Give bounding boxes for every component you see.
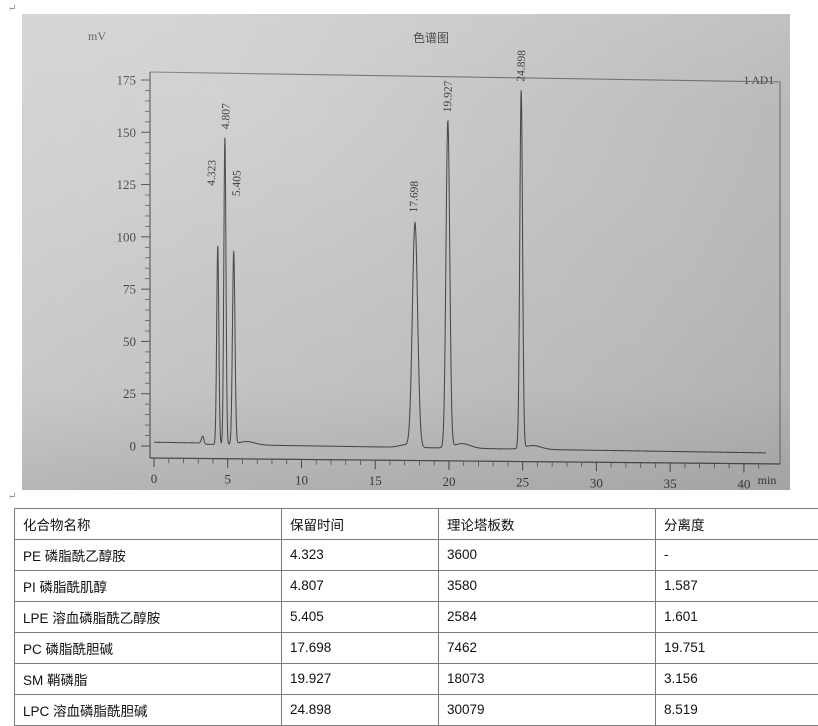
table-header-row: 化合物名称 保留时间 理论塔板数 分离度: [15, 509, 818, 540]
peak-label-5.405: 5.405: [231, 170, 244, 197]
cell-retention-time: 17.698: [282, 633, 439, 664]
y-tick-25: 25: [123, 386, 136, 401]
peak-label-4.323: 4.323: [206, 159, 219, 186]
cell-resolution: 1.587: [656, 571, 818, 602]
paragraph-mark-top: ↵: [8, 4, 16, 14]
cell-theoretical-plates: 2584: [439, 602, 656, 633]
y-axis: [141, 72, 150, 458]
x-axis-unit-label: min: [758, 473, 777, 487]
x-tick-35: 35: [664, 476, 677, 490]
y-axis-unit-label: mV: [88, 29, 106, 43]
paragraph-mark-middle: ↵: [8, 492, 16, 502]
y-tick-75: 75: [123, 282, 136, 297]
cell-retention-time: 4.807: [282, 571, 439, 602]
x-tick-0: 0: [151, 471, 158, 486]
x-tick-15: 15: [369, 473, 382, 488]
cell-compound-name: LPC 溶血磷脂酰胆碱: [15, 695, 282, 726]
cell-resolution: 1.601: [656, 602, 818, 633]
column-header-resolution: 分离度: [656, 509, 818, 540]
x-tick-40: 40: [737, 477, 750, 490]
peak-label-4.807: 4.807: [220, 103, 233, 130]
x-axis: [150, 458, 780, 473]
cell-resolution: 19.751: [656, 633, 818, 664]
chromatogram-trace: [154, 90, 766, 453]
cell-resolution: 8.519: [656, 695, 818, 726]
y-tick-0: 0: [130, 439, 137, 454]
cell-retention-time: 4.323: [282, 540, 439, 571]
column-header-compound-name: 化合物名称: [15, 509, 282, 540]
x-tick-25: 25: [516, 475, 529, 490]
cell-resolution: 3.156: [656, 664, 818, 695]
y-tick-50: 50: [123, 334, 136, 349]
y-tick-175: 175: [117, 73, 137, 88]
plot-frame: [150, 72, 780, 464]
peak-label-17.698: 17.698: [408, 180, 421, 212]
cell-compound-name: LPE 溶血磷脂酰乙醇胺: [15, 602, 282, 633]
cell-retention-time: 24.898: [282, 695, 439, 726]
cell-compound-name: SM 鞘磷脂: [15, 664, 282, 695]
cell-theoretical-plates: 7462: [439, 633, 656, 664]
x-tick-10: 10: [295, 472, 308, 487]
cell-theoretical-plates: 18073: [439, 664, 656, 695]
peak-label-24.898: 24.898: [515, 50, 528, 82]
x-tick-20: 20: [442, 474, 455, 489]
cell-compound-name: PC 磷脂酰胆碱: [15, 633, 282, 664]
cell-compound-name: PE 磷脂酰乙醇胺: [15, 540, 282, 571]
cell-retention-time: 19.927: [282, 664, 439, 695]
cell-theoretical-plates: 3600: [439, 540, 656, 571]
chart-title: 色谱图: [413, 31, 449, 45]
y-tick-150: 150: [117, 125, 137, 140]
x-axis-tick-labels: 0 5 10 15 20 25 30 35 40: [151, 471, 751, 490]
column-header-retention-time: 保留时间: [282, 509, 439, 540]
column-header-theoretical-plates: 理论塔板数: [439, 509, 656, 540]
y-axis-tick-labels: 0 25 50 75 100 125 150 175: [117, 73, 137, 454]
y-tick-100: 100: [117, 229, 137, 244]
cell-theoretical-plates: 3580: [439, 571, 656, 602]
cell-retention-time: 5.405: [282, 602, 439, 633]
cell-resolution: -: [656, 540, 818, 571]
x-tick-30: 30: [590, 475, 603, 490]
x-tick-5: 5: [224, 472, 231, 487]
cell-theoretical-plates: 30079: [439, 695, 656, 726]
cell-compound-name: PI 磷脂酰肌醇: [15, 571, 282, 602]
y-tick-125: 125: [117, 177, 137, 192]
peak-label-19.927: 19.927: [442, 80, 455, 112]
trace-path: [154, 90, 766, 453]
